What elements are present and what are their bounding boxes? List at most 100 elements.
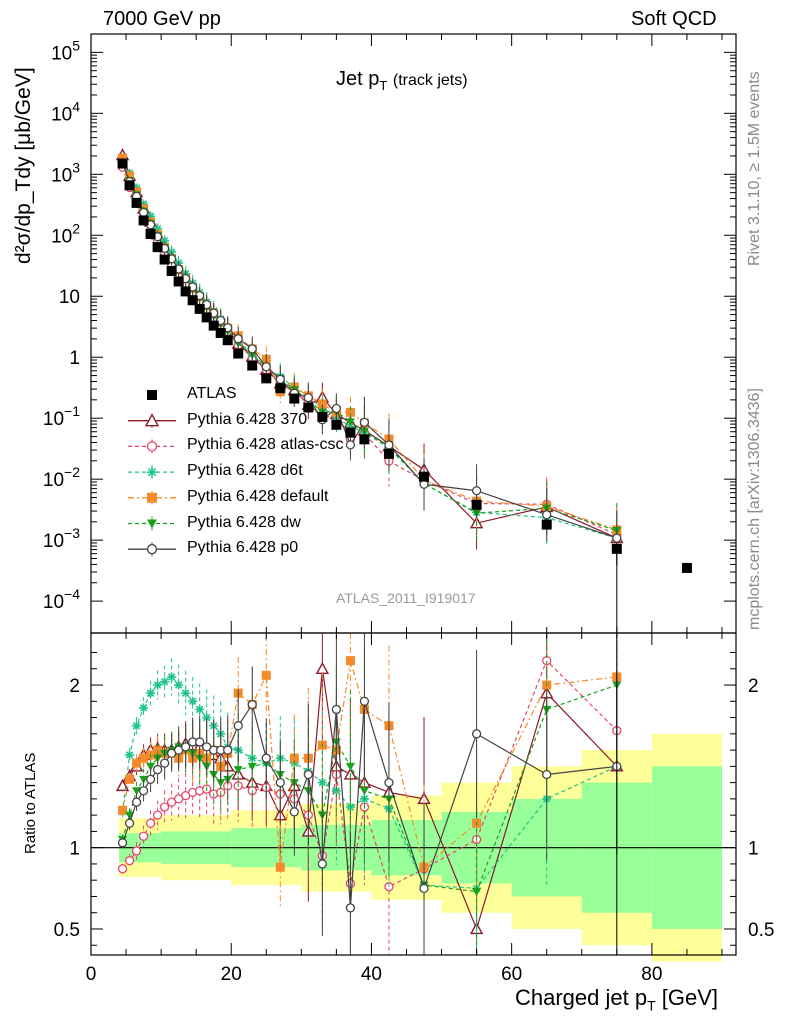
main-marker (118, 153, 128, 163)
ratio-marker (471, 729, 482, 739)
main-marker (612, 533, 622, 543)
ratio-marker (125, 774, 135, 784)
x-axis-label-sub: T (647, 997, 656, 1014)
y-tick-label: 10 (59, 287, 80, 308)
star-stroke (202, 713, 211, 722)
main-marker (275, 374, 285, 384)
ratio-marker (247, 762, 257, 771)
ratio-marker (167, 672, 177, 682)
main-marker (138, 207, 149, 218)
star-stroke (174, 681, 183, 689)
main-marker (331, 403, 342, 414)
data-point (201, 312, 212, 323)
star-stroke (160, 678, 169, 686)
legend-marker (147, 467, 157, 478)
ratio-marker (132, 787, 142, 796)
ratio-marker (145, 818, 156, 828)
data-point (303, 402, 314, 413)
analysis-id: ATLAS_2011_I919017 (336, 590, 476, 606)
x-axis-label: Charged jet pT [GeV] (515, 985, 718, 1013)
legend-marker (147, 492, 157, 503)
ratio-tick-label-right: 0.5 (748, 920, 774, 941)
ratio-marker (118, 805, 128, 815)
ratio-marker (247, 699, 257, 710)
x-axis-label-unit: [GeV] (655, 985, 719, 1010)
data-point (222, 335, 233, 346)
data-point (331, 419, 342, 430)
main-marker (345, 440, 356, 450)
header-right: Soft QCD (631, 8, 717, 30)
ratio-marker (345, 903, 356, 913)
plot-title: Jet pT (track jets) (336, 68, 468, 93)
data-point (215, 327, 226, 338)
legend-marker (147, 390, 157, 400)
x-tick-label: 40 (361, 964, 382, 985)
data-point (541, 519, 552, 530)
header-left: 7000 GeV pp (103, 8, 221, 30)
ratio-marker (132, 721, 142, 731)
data-point (383, 448, 394, 459)
data-point (681, 562, 692, 573)
ratio-uncertainty-band (91, 733, 736, 962)
data-point (173, 276, 184, 287)
ratio-marker (195, 737, 205, 747)
x-tick-label: 80 (641, 964, 662, 985)
data-point (187, 295, 198, 306)
data-point (275, 383, 286, 394)
x-tick-label: 20 (221, 964, 242, 985)
ratio-marker (145, 774, 156, 785)
y-tick-label: 10−2 (43, 464, 80, 491)
ratio-tick-label: 2 (69, 676, 80, 697)
legend-marker (146, 441, 158, 452)
data-point (138, 215, 149, 226)
x-axis-label-main: Charged jet p (515, 985, 648, 1010)
ratio-marker (289, 807, 299, 817)
data-points (117, 158, 692, 955)
ratio-tick-label-right: 2 (748, 676, 759, 697)
data-point (317, 411, 328, 422)
ratio-marker (138, 786, 149, 796)
ratio-marker (384, 777, 394, 788)
legend-entry-marker (128, 413, 176, 428)
ratio-marker (542, 769, 552, 780)
ratio-marker (359, 787, 369, 796)
rivet-label: Rivet 3.1.10, ≥ 1.5M events (746, 71, 763, 266)
main-marker (359, 417, 370, 427)
ratio-marker (125, 811, 135, 820)
main-marker (384, 440, 394, 450)
ratio-marker (223, 745, 233, 755)
y-tick-label: 103 (51, 159, 80, 186)
data-point (261, 373, 272, 384)
legend-marker (146, 544, 158, 555)
legend-entry-marker (147, 390, 157, 400)
ratio-marker (132, 758, 142, 768)
data-point (611, 543, 622, 554)
ratio-marker (159, 758, 170, 768)
ratio-marker (146, 688, 156, 698)
ratio-marker (160, 677, 170, 687)
star-stroke (132, 721, 141, 730)
data-point (419, 471, 430, 482)
legend-entry-marker (128, 516, 176, 531)
ratio-marker (117, 838, 128, 848)
star-stroke (318, 778, 327, 787)
star-stroke (125, 751, 134, 759)
main-line (121, 162, 618, 539)
plot-title-main: Jet p (336, 68, 380, 90)
ratio-ylabel: Ratio to ATLAS (22, 752, 39, 854)
ratio-tick-label: 1 (69, 839, 80, 860)
data-point (159, 254, 170, 265)
main-line (122, 158, 617, 539)
main-marker (261, 362, 271, 372)
data-point (152, 242, 163, 253)
ratio-marker (117, 864, 128, 874)
ratio-marker (131, 797, 142, 807)
legend-label: Pythia 6.428 dw (187, 513, 301, 531)
ratio-marker (275, 862, 285, 872)
data-point (145, 228, 156, 239)
ratio-marker (152, 810, 163, 820)
main-marker (345, 407, 355, 417)
ratio-marker (131, 846, 142, 856)
data-point (359, 434, 370, 445)
y-tick-label: 102 (51, 220, 80, 247)
